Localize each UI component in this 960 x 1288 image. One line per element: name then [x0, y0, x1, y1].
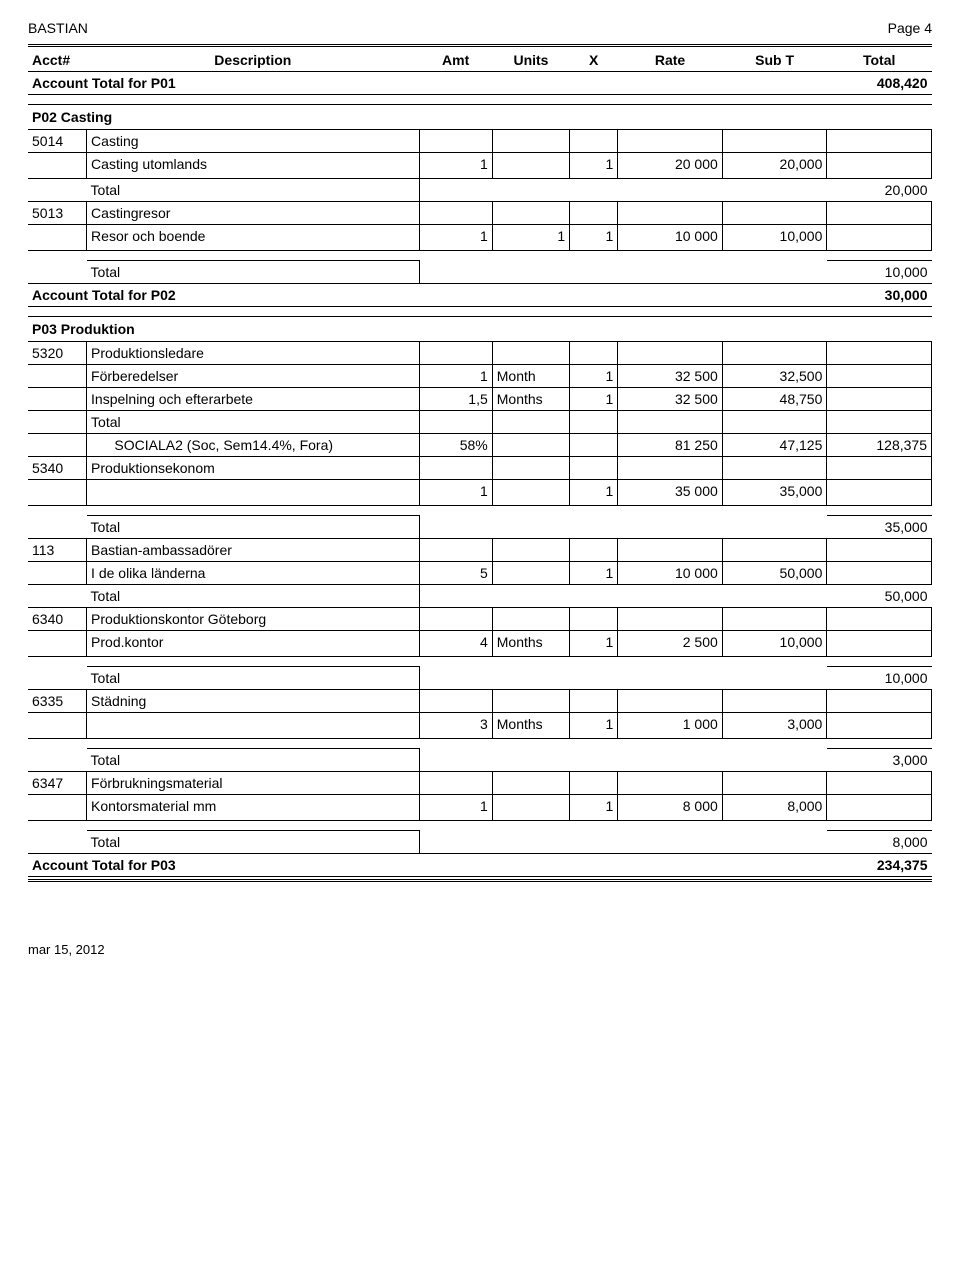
row-113-head: 113 Bastian-ambassadörer [28, 539, 932, 562]
double-rule-top [28, 44, 932, 47]
row-5013-head: 5013 Castingresor [28, 202, 932, 225]
row-113-line1: I de olika länderna 5 1 10 000 50,000 [28, 562, 932, 585]
header-row: Acct# Description Amt Units X Rate Sub T… [28, 49, 932, 72]
row-5320-head: 5320 Produktionsledare [28, 342, 932, 365]
double-rule-bottom [28, 879, 932, 882]
row-6335-total: Total 3,000 [28, 749, 932, 772]
p03-heading: P03 Produktion [28, 317, 932, 342]
row-5320-line2: Inspelning och efterarbete 1,5 Months 1 … [28, 388, 932, 411]
row-5320-line4: SOCIALA2 (Soc, Sem14.4%, Fora) 58% 81 25… [28, 434, 932, 457]
row-5320-line1: Förberedelser 1 Month 1 32 500 32,500 [28, 365, 932, 388]
p02-heading: P02 Casting [28, 105, 932, 130]
row-5014-line1: Casting utomlands 1 1 20 000 20,000 [28, 153, 932, 179]
col-units: Units [492, 49, 569, 72]
row-6335-head: 6335 Städning [28, 690, 932, 713]
row-6347-total: Total 8,000 [28, 831, 932, 854]
col-total: Total [827, 49, 932, 72]
col-subt: Sub T [722, 49, 827, 72]
row-5340-head: 5340 Produktionsekonom [28, 457, 932, 480]
row-5014-total: Total 20,000 [28, 179, 932, 202]
p01-label: Account Total for P01 [28, 72, 827, 95]
row-6340-total: Total 10,000 [28, 667, 932, 690]
col-acct: Acct# [28, 49, 87, 72]
account-total-p01: Account Total for P01 408,420 [28, 72, 932, 95]
footer-date: mar 15, 2012 [28, 942, 932, 957]
col-desc: Description [87, 49, 420, 72]
col-x: X [570, 49, 618, 72]
row-6347-head: 6347 Förbrukningsmaterial [28, 772, 932, 795]
row-6340-line1: Prod.kontor 4 Months 1 2 500 10,000 [28, 631, 932, 657]
row-113-total: Total 50,000 [28, 585, 932, 608]
col-rate: Rate [618, 49, 723, 72]
doc-title: BASTIAN [28, 20, 88, 36]
p01-value: 408,420 [827, 72, 932, 95]
account-total-p03: Account Total for P03 234,375 [28, 854, 932, 877]
row-5340-total: Total 35,000 [28, 516, 932, 539]
row-5013-line1: Resor och boende 1 1 1 10 000 10,000 [28, 225, 932, 251]
col-amt: Amt [419, 49, 492, 72]
budget-table: Acct# Description Amt Units X Rate Sub T… [28, 49, 932, 877]
row-5014-head: 5014 Casting [28, 130, 932, 153]
page-number: Page 4 [888, 20, 932, 36]
row-6340-head: 6340 Produktionskontor Göteborg [28, 608, 932, 631]
row-5320-line3: Total [28, 411, 932, 434]
row-5340-line1: 1 1 35 000 35,000 [28, 480, 932, 506]
row-6335-line1: 3 Months 1 1 000 3,000 [28, 713, 932, 739]
row-5013-total: Total 10,000 [28, 261, 932, 284]
account-total-p02: Account Total for P02 30,000 [28, 284, 932, 307]
row-6347-line1: Kontorsmaterial mm 1 1 8 000 8,000 [28, 795, 932, 821]
